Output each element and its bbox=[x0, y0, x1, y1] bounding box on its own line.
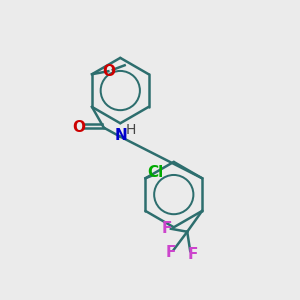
Text: O: O bbox=[102, 64, 116, 79]
Text: H: H bbox=[125, 123, 136, 137]
Text: F: F bbox=[161, 221, 172, 236]
Text: Cl: Cl bbox=[148, 165, 164, 180]
Text: O: O bbox=[72, 120, 85, 135]
Text: F: F bbox=[188, 247, 198, 262]
Text: F: F bbox=[166, 245, 176, 260]
Text: N: N bbox=[114, 128, 127, 142]
